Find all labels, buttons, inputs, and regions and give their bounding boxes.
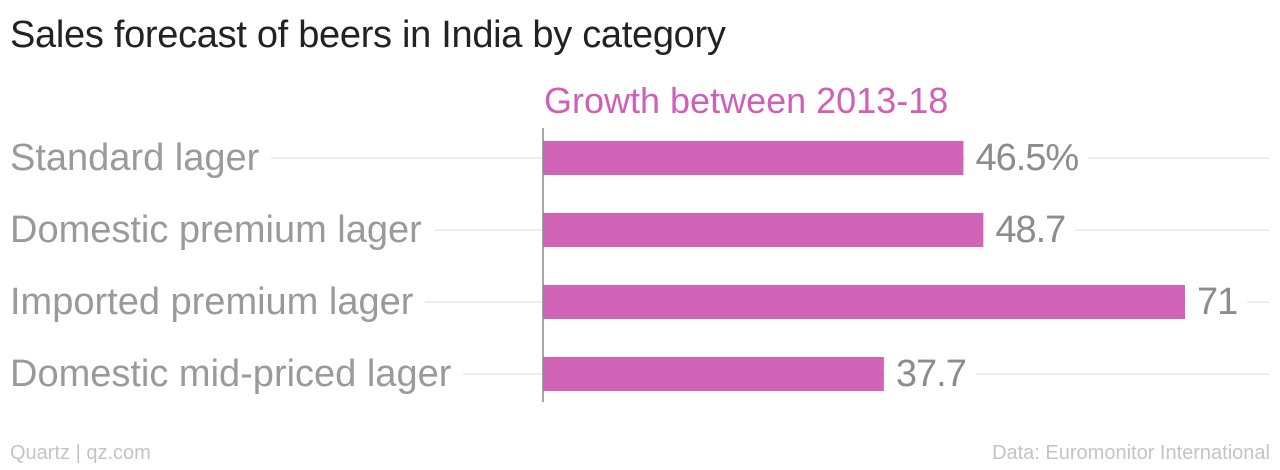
chart-title: Sales forecast of beers in India by cate…: [10, 14, 726, 56]
value-label: 48.7: [985, 210, 1076, 250]
category-label: Domestic mid-priced lager: [10, 354, 464, 394]
series-label: Growth between 2013-18: [544, 80, 949, 121]
value-label: 71: [1187, 282, 1248, 322]
category-label: Domestic premium lager: [10, 210, 434, 250]
bar-0: [543, 141, 964, 175]
bar-3: [543, 357, 884, 391]
value-label: 46.5%: [965, 138, 1089, 178]
source-credit: Quartz | qz.com: [10, 442, 151, 464]
category-label: Imported premium lager: [10, 282, 426, 322]
value-label: 37.7: [885, 354, 976, 394]
bar-2: [543, 285, 1185, 319]
category-label: Standard lager: [10, 138, 272, 178]
bar-1: [543, 213, 984, 247]
data-source: Data: Euromonitor International: [992, 442, 1270, 464]
